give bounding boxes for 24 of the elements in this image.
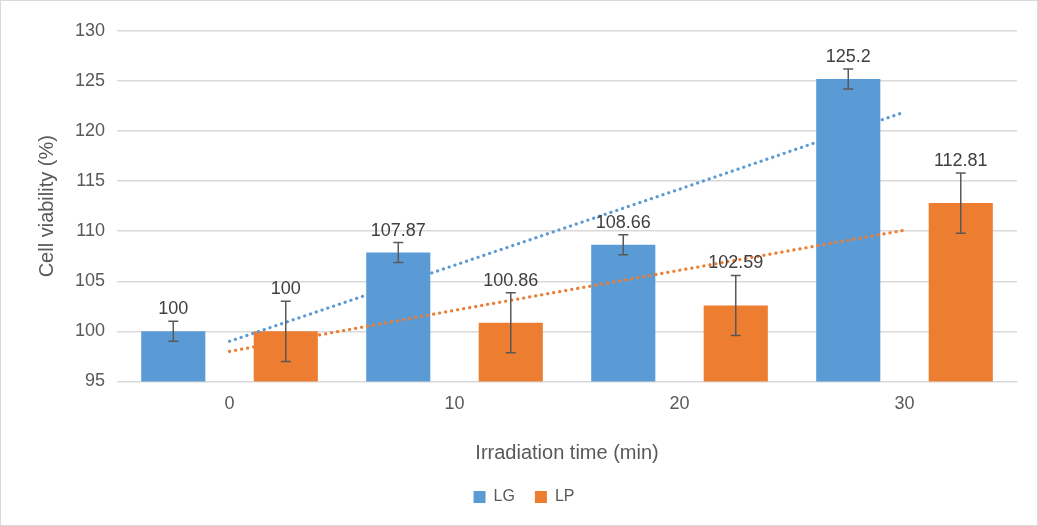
data-label: 108.66 xyxy=(595,211,651,232)
data-label: 100 xyxy=(270,278,301,299)
legend-label: LP xyxy=(554,487,575,505)
data-label: 107.87 xyxy=(370,219,426,240)
data-label: 125.2 xyxy=(825,46,871,67)
y-tick-label: 100 xyxy=(74,320,106,341)
y-tick-label: 125 xyxy=(74,70,106,91)
y-tick-label: 115 xyxy=(76,170,106,191)
x-tick-label: 30 xyxy=(894,393,915,414)
x-tick-label: 10 xyxy=(444,393,465,414)
data-label: 100.86 xyxy=(483,269,539,290)
data-label: 102.59 xyxy=(708,252,764,273)
y-tick-label: 110 xyxy=(76,220,106,241)
y-tick-label: 120 xyxy=(74,120,106,141)
x-tick-label: 20 xyxy=(669,393,690,414)
legend-label: LG xyxy=(493,487,515,505)
x-tick-label: 0 xyxy=(224,393,235,414)
x-axis-title: Irradiation time (min) xyxy=(475,440,659,463)
data-label: 112.81 xyxy=(933,150,988,171)
y-axis-title: Cell viability (%) xyxy=(34,135,57,278)
y-tick-label: 95 xyxy=(85,370,106,391)
data-label: 100 xyxy=(158,298,189,319)
y-tick-label: 130 xyxy=(74,19,106,40)
y-tick-label: 105 xyxy=(74,270,106,291)
